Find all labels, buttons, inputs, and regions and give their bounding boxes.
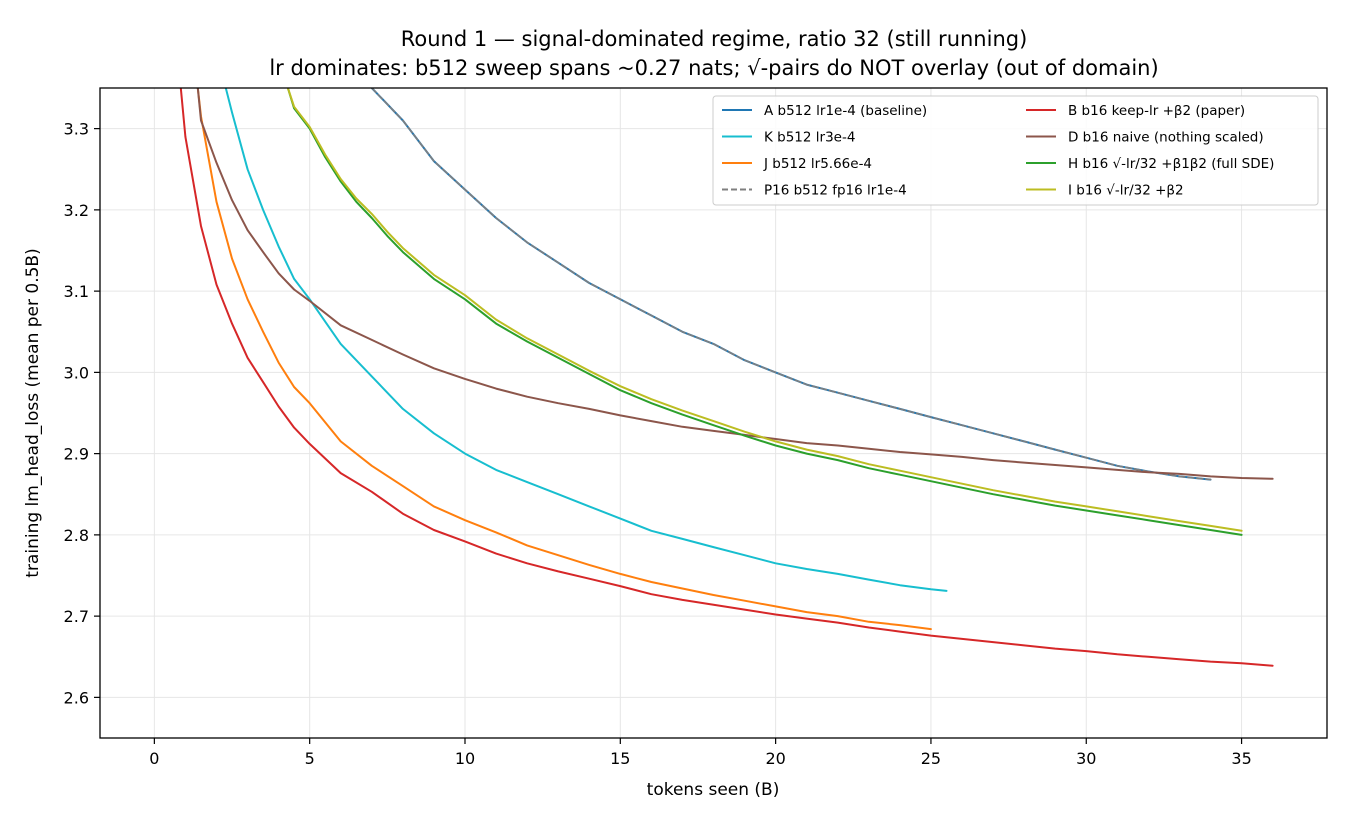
y-tick-label: 2.9 xyxy=(64,445,89,464)
x-tick-label: 35 xyxy=(1231,749,1251,768)
chart-subtitle: lr dominates: b512 sweep spans ~0.27 nat… xyxy=(269,56,1158,80)
legend: A b512 lr1e-4 (baseline) K b512 lr3e-4 J b… xyxy=(712,95,1319,206)
legend-label-3: P16 b512 fp16 lr1e-4 xyxy=(764,183,907,199)
x-axis-label: tokens seen (B) xyxy=(647,780,780,800)
y-tick-label: 3.2 xyxy=(64,201,89,220)
series-line-1 xyxy=(224,88,948,592)
legend-label-2: J b512 lr5.66e-4 xyxy=(763,156,872,172)
chart-title: Round 1 — signal-dominated regime, ratio… xyxy=(401,27,1028,51)
series-line-7 xyxy=(286,88,1243,532)
series-line-3 xyxy=(370,88,1212,481)
y-tick-label: 2.7 xyxy=(64,607,89,626)
legend-label-6: H b16 √-lr/32 +β1β2 (full SDE) xyxy=(1068,156,1274,172)
series-line-6 xyxy=(286,88,1243,536)
y-tick-label: 3.1 xyxy=(64,282,89,301)
x-tick-label: 10 xyxy=(455,749,475,768)
legend-label-5: D b16 naive (nothing scaled) xyxy=(1068,130,1264,146)
x-tick-label: 5 xyxy=(305,749,315,768)
series-line-5 xyxy=(196,88,1274,480)
series-line-4 xyxy=(179,88,1274,667)
legend-box xyxy=(712,95,1319,206)
series-line-2 xyxy=(196,88,932,631)
x-tick-label: 25 xyxy=(921,749,941,768)
legend-label-7: I b16 √-lr/32 +β2 xyxy=(1068,183,1184,199)
legend-label-0: A b512 lr1e-4 (baseline) xyxy=(764,103,927,119)
y-tick-label: 3.3 xyxy=(64,120,89,139)
x-tick-label: 15 xyxy=(610,749,630,768)
y-tick-label: 2.8 xyxy=(64,526,89,545)
y-axis-label: training lm_head_loss (mean per 0.5B) xyxy=(23,248,43,577)
legend-label-1: K b512 lr3e-4 xyxy=(764,130,855,146)
x-tick-label: 20 xyxy=(765,749,785,768)
axis-ticks: 0 5 10 15 20 25 30 35 2.6 2.7 2.8 2.9 3.0 3.1 3.2 3.3 xyxy=(64,120,1252,768)
x-tick-label: 0 xyxy=(149,749,159,768)
plot-series xyxy=(179,88,1274,667)
y-tick-label: 3.0 xyxy=(64,363,89,382)
legend-label-4: B b16 keep-lr +β2 (paper) xyxy=(1068,103,1245,119)
plot-frame xyxy=(99,87,1328,739)
y-tick-label: 2.6 xyxy=(64,688,89,707)
x-tick-label: 30 xyxy=(1076,749,1096,768)
